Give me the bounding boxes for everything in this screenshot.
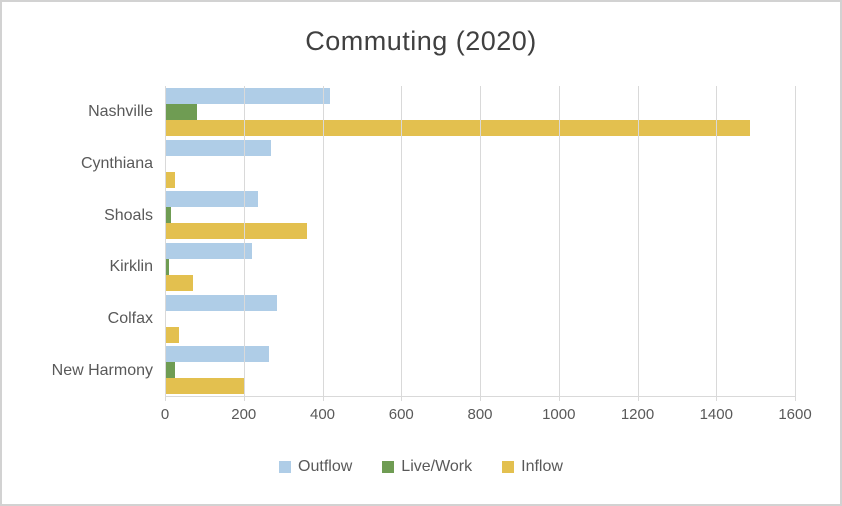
bar-outflow (165, 191, 258, 208)
legend-item-live-work: Live/Work (382, 458, 472, 476)
gridline-0 (165, 86, 166, 396)
gridline-400 (322, 86, 324, 396)
x-tick-label-1600: 1600 (778, 406, 812, 423)
legend-label: Inflow (521, 458, 563, 475)
gridline-1000 (558, 86, 560, 396)
legend-label: Live/Work (401, 458, 473, 475)
bar-outflow (165, 346, 270, 363)
bar-outflow (165, 87, 331, 104)
axis-tick-0 (165, 396, 166, 401)
bar-outflow (165, 294, 278, 311)
axis-tick-800 (480, 396, 481, 401)
axis-tick-600 (401, 396, 403, 401)
x-tick-label-600: 600 (388, 406, 414, 423)
x-tick-label-1000: 1000 (542, 406, 576, 423)
gridline-1200 (637, 86, 639, 396)
bar-outflow (165, 242, 252, 259)
gridline-1600 (795, 86, 796, 396)
gridline-200 (243, 86, 245, 396)
x-tick-label-200: 200 (231, 406, 257, 423)
x-tick-label-1400: 1400 (699, 406, 733, 423)
x-axis-labels: 0 200 400 600 800 1000 1200 1400 1600 (161, 406, 812, 426)
bar-rows (165, 86, 795, 396)
legend: Outflow Live/Work Inflow (2, 458, 840, 476)
bar-inflow (165, 326, 179, 343)
bar-live-work (165, 207, 171, 224)
bar-inflow (165, 119, 750, 136)
bar-inflow (165, 274, 193, 291)
axis-tick-1200 (637, 396, 639, 401)
category-row-nashville (165, 86, 795, 138)
gridline-600 (401, 86, 403, 396)
x-tick-label-400: 400 (309, 406, 336, 423)
gridline-1400 (716, 86, 718, 396)
category-row-colfax (165, 293, 795, 345)
axis-tick-400 (322, 396, 324, 401)
bar-outflow (165, 139, 272, 156)
bar-live-work (165, 362, 175, 379)
legend-item-inflow: Inflow (502, 458, 563, 476)
axis-tick-1000 (558, 396, 560, 401)
x-tick-label-800: 800 (467, 406, 493, 423)
category-label: Nashville (88, 102, 153, 120)
axis-tick-1400 (716, 396, 718, 401)
category-row-new-harmony (165, 344, 795, 396)
gridline-800 (480, 86, 481, 396)
x-tick-label-1200: 1200 (620, 406, 655, 423)
legend-swatch-icon (502, 461, 515, 473)
x-tick-label-0: 0 (160, 406, 170, 423)
chart-title: Commuting (2020) (305, 26, 537, 56)
axis-tick-1600 (795, 396, 796, 401)
category-label: Colfax (107, 310, 153, 328)
y-axis-labels: Nashville Cynthiana Shoals Kirklin Colfax New… (2, 86, 153, 397)
bar-inflow (165, 378, 244, 395)
plot-area (165, 86, 796, 401)
category-label: New Harmony (51, 362, 153, 380)
category-label: Shoals (104, 206, 153, 224)
bar-live-work (165, 103, 197, 120)
legend-item-outflow: Outflow (279, 458, 352, 476)
legend-swatch-icon (279, 461, 292, 473)
bar-live-work (165, 258, 169, 275)
category-row-shoals (165, 189, 795, 241)
bar-inflow (165, 171, 175, 188)
legend-label: Outflow (298, 458, 353, 475)
bar-inflow (165, 223, 307, 240)
category-label: Kirklin (109, 258, 153, 276)
legend-swatch-icon (382, 461, 395, 473)
category-label: Cynthiana (80, 154, 153, 172)
axis-tick-200 (243, 396, 245, 401)
category-row-kirklin (165, 241, 795, 293)
